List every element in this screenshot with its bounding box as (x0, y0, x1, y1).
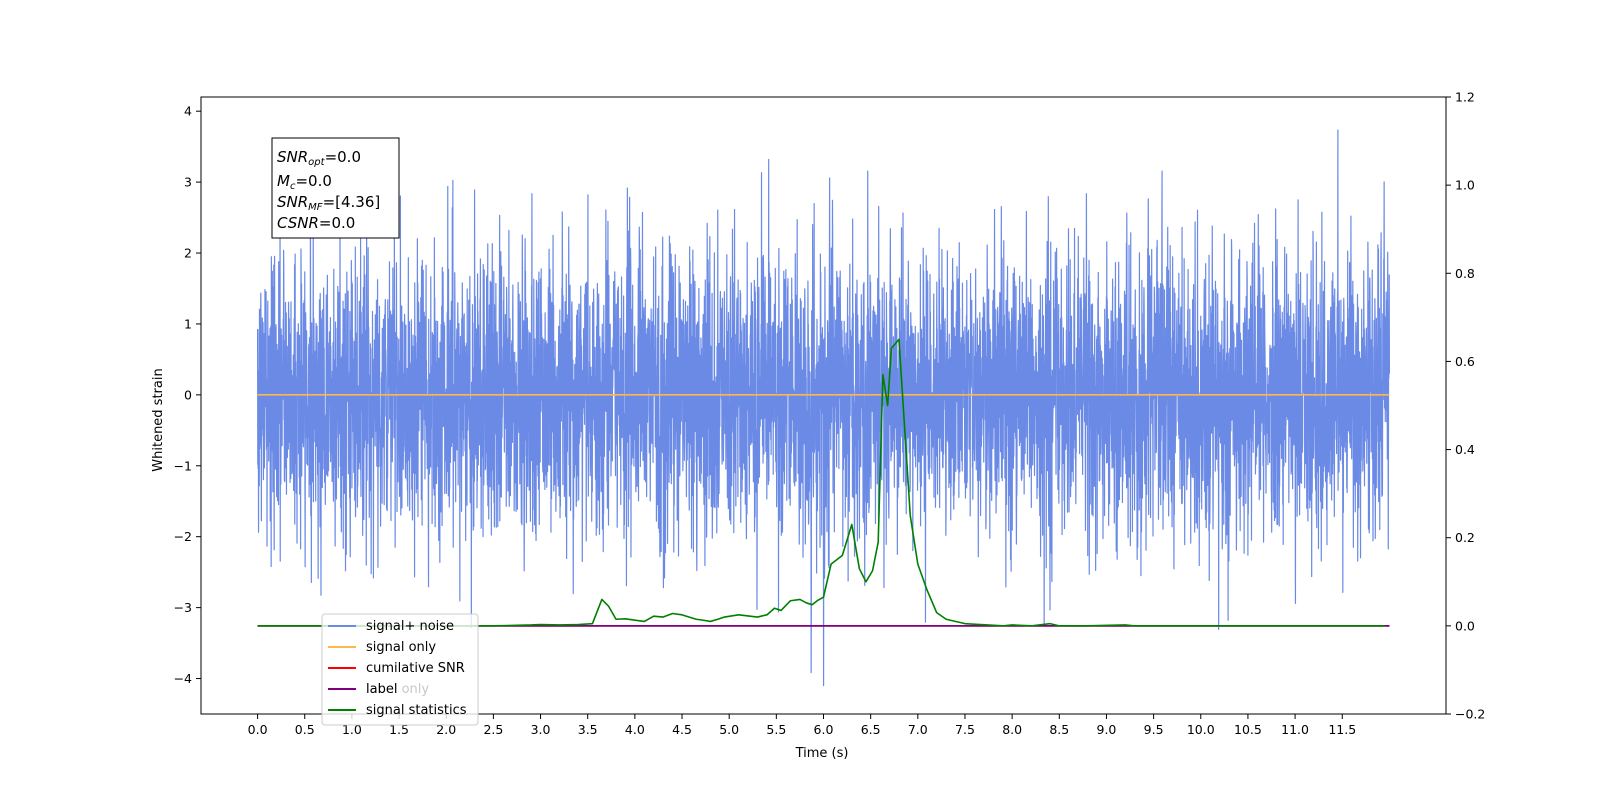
x-tick-label: 0.0 (248, 722, 268, 737)
x-tick-label: 5.5 (766, 722, 786, 737)
legend-label-signal-only: signal only (366, 640, 436, 655)
x-axis-label: Time (s) (795, 746, 849, 761)
x-tick-label: 10.5 (1234, 722, 1262, 737)
axes: 0.0 0.5 1.0 1.5 2.0 2.5 3.0 3.5 4.0 4.5 5.0 5.5 6.0 6… (174, 90, 1486, 738)
info-box-frame (271, 137, 400, 239)
y-right-tick-label: 0.4 (1455, 442, 1475, 457)
x-tick-label: 6.0 (814, 722, 834, 737)
y-right-tick-label: 0.0 (1455, 618, 1475, 633)
x-tick-label: 9.0 (1097, 722, 1117, 737)
info-line-mc: Mc=0.0 (277, 172, 332, 192)
y-right-tick-label: 1.0 (1455, 178, 1475, 193)
x-tick-label: 1.5 (389, 722, 409, 737)
series-signal-statistics (257, 338, 1385, 627)
x-tick-label: 6.5 (861, 722, 881, 737)
legend-label-label-only: label only (366, 682, 429, 697)
y-left-tick-label: −2 (174, 529, 192, 544)
x-tick-label: 2.0 (436, 722, 456, 737)
x-tick-label: 8.5 (1049, 722, 1069, 737)
legend-label-signal-statistics: signal statistics (366, 703, 467, 718)
x-tick-label: 2.5 (483, 722, 503, 737)
y-right-tick-label: 0.6 (1455, 354, 1475, 369)
legend-label-cumulative-snr: cumilative SNR (366, 661, 465, 676)
info-line-snr-mf: SNRMF=[4.36] (277, 193, 380, 213)
x-tick-label: 7.0 (908, 722, 928, 737)
legend-frame (321, 613, 479, 726)
y-right-tick-label: −0.2 (1455, 707, 1485, 722)
y-right-tick-label: 0.2 (1455, 530, 1475, 545)
y-left-tick-label: 3 (184, 175, 192, 190)
y-left-tick-label: 4 (184, 104, 192, 119)
x-tick-label: 3.0 (531, 722, 551, 737)
x-tick-label: 7.5 (955, 722, 975, 737)
x-tick-label: 11.5 (1328, 722, 1356, 737)
legend-label-label: label (366, 682, 397, 697)
y-right-tick-label: 1.2 (1455, 90, 1475, 105)
info-box: SNRopt=0.0 Mc=0.0 SNRMF=[4.36] CSNR=0.0 (271, 137, 400, 239)
y-right-tick-label: 0.8 (1455, 266, 1475, 281)
x-tick-label: 10.0 (1187, 722, 1215, 737)
x-tick-label: 0.5 (295, 722, 315, 737)
info-line-snr-opt: SNRopt=0.0 (277, 148, 361, 168)
y-left-tick-label: −3 (174, 600, 192, 615)
info-line-csnr: CSNR=0.0 (277, 214, 355, 232)
x-tick-label: 5.0 (719, 722, 739, 737)
x-tick-label: 11.0 (1281, 722, 1309, 737)
y-left-tick-label: −4 (174, 671, 192, 686)
x-tick-label: 9.5 (1144, 722, 1164, 737)
y-left-tick-label: 2 (184, 246, 192, 261)
x-tick-label: 8.0 (1002, 722, 1022, 737)
y-left-tick-label: −1 (174, 458, 192, 473)
x-tick-label: 3.5 (578, 722, 598, 737)
x-tick-label: 4.0 (625, 722, 645, 737)
y-left-tick-label: 1 (184, 316, 192, 331)
y-left-tick-label: 0 (184, 387, 192, 402)
x-tick-label: 4.5 (672, 722, 692, 737)
y-axis-label: Whitened strain (151, 368, 166, 471)
x-tick-label: 1.0 (342, 722, 362, 737)
legend: signal+ noise signal only cumilative SNR… (321, 613, 479, 726)
legend-label-signal-noise: signal+ noise (366, 619, 454, 634)
